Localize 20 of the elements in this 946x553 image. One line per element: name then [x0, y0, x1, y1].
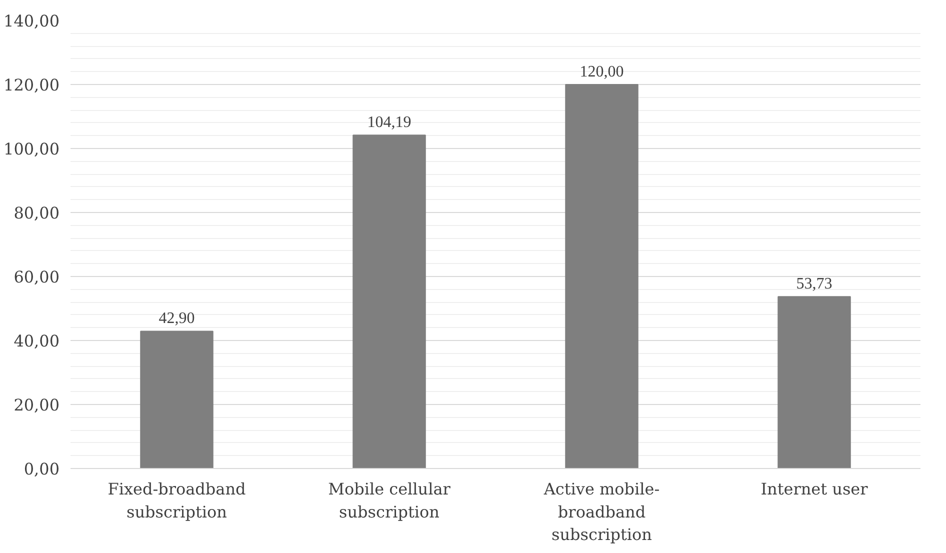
y-tick-label: 100,00: [4, 140, 60, 158]
bar: [140, 330, 214, 468]
data-label: 104,19: [367, 114, 412, 132]
y-tick-label: 140,00: [4, 12, 60, 30]
y-tick-label: 0,00: [24, 460, 60, 478]
bar: [352, 134, 426, 468]
y-tick-label: 40,00: [14, 332, 60, 350]
x-tick-label: Fixed-broadband subscription: [108, 480, 246, 522]
data-label: 53,73: [796, 276, 832, 293]
data-label: 42,90: [158, 310, 195, 328]
y-tick-label: 20,00: [14, 396, 60, 414]
y-tick-label: 80,00: [14, 204, 60, 222]
x-tick-label: Active mobile- broadband subscription: [542, 480, 660, 544]
y-tick-label: 60,00: [14, 268, 60, 286]
data-label: 120,00: [580, 64, 624, 80]
bar: [778, 296, 851, 468]
x-tick-label: Internet user: [760, 480, 868, 498]
x-tick-label: Mobile cellular subscription: [328, 480, 451, 522]
y-tick-label: 120,00: [4, 76, 60, 94]
bar: [565, 84, 638, 468]
